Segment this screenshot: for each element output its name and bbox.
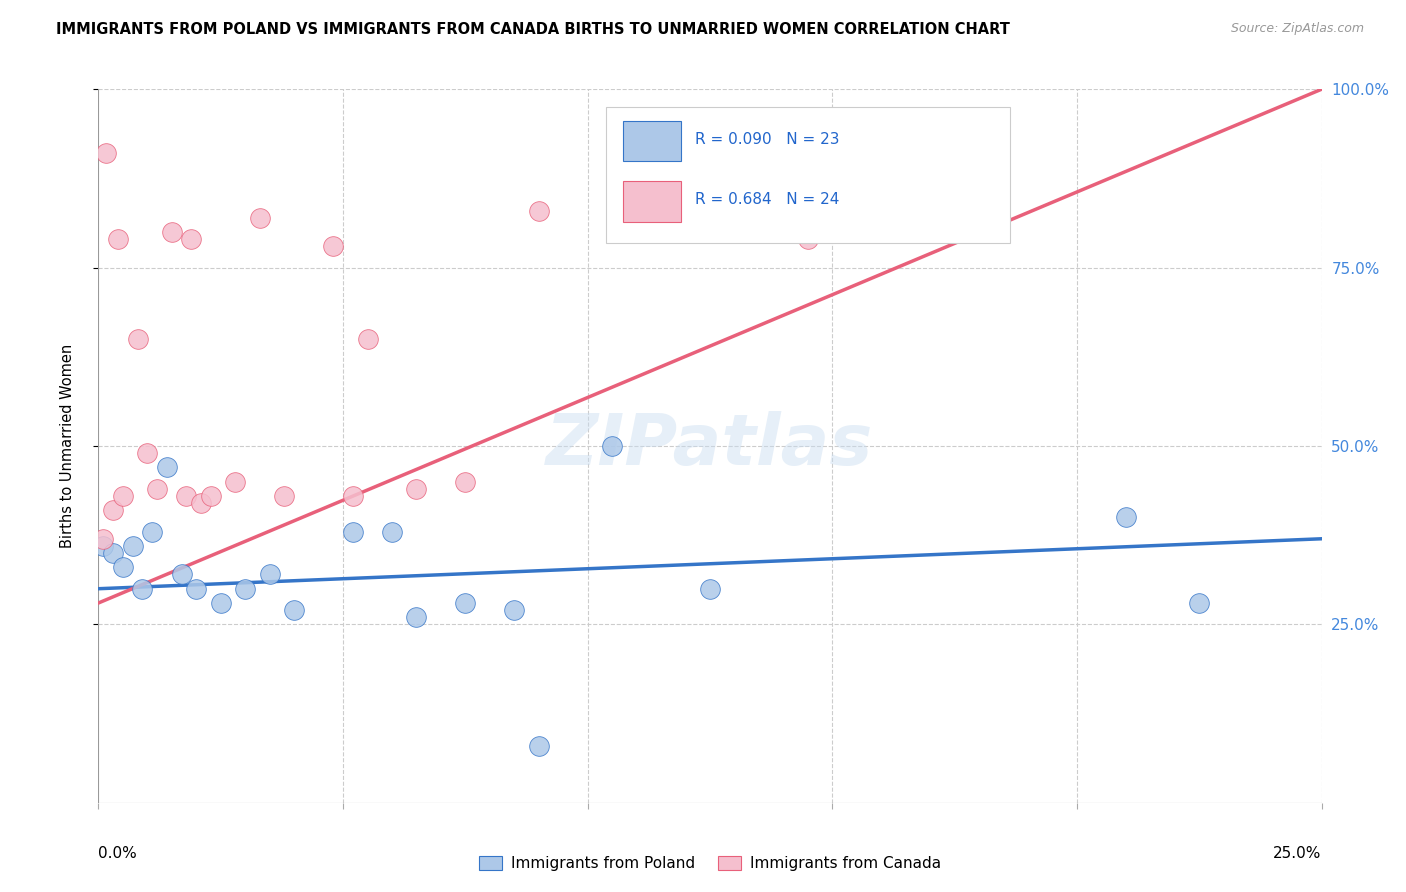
Point bbox=[111, 560, 134, 574]
Point bbox=[101, 503, 124, 517]
Point bbox=[160, 225, 183, 239]
Point bbox=[121, 539, 143, 553]
Text: R = 0.090   N = 23: R = 0.090 N = 23 bbox=[696, 132, 839, 146]
Point bbox=[356, 332, 378, 346]
Point bbox=[527, 739, 550, 753]
Point bbox=[1188, 596, 1211, 610]
Point bbox=[405, 610, 427, 624]
Point bbox=[156, 460, 179, 475]
Point bbox=[91, 532, 114, 546]
Point bbox=[200, 489, 222, 503]
Point bbox=[381, 524, 404, 539]
Point bbox=[180, 232, 202, 246]
Point bbox=[503, 603, 526, 617]
Point bbox=[322, 239, 344, 253]
Point bbox=[94, 146, 117, 161]
Point bbox=[273, 489, 295, 503]
Text: 0.0%: 0.0% bbox=[98, 846, 138, 861]
FancyBboxPatch shape bbox=[606, 107, 1010, 243]
Point bbox=[845, 225, 868, 239]
Point bbox=[176, 489, 198, 503]
FancyBboxPatch shape bbox=[623, 120, 681, 161]
Text: Source: ZipAtlas.com: Source: ZipAtlas.com bbox=[1230, 22, 1364, 36]
Point bbox=[170, 567, 193, 582]
FancyBboxPatch shape bbox=[623, 181, 681, 222]
Point bbox=[342, 489, 364, 503]
Y-axis label: Births to Unmarried Women: Births to Unmarried Women bbox=[60, 344, 75, 548]
Point bbox=[136, 446, 159, 460]
Point bbox=[141, 524, 163, 539]
Point bbox=[186, 582, 208, 596]
Point bbox=[600, 439, 623, 453]
Point bbox=[283, 603, 305, 617]
Point bbox=[233, 582, 256, 596]
Point bbox=[91, 539, 114, 553]
Point bbox=[454, 596, 477, 610]
Point bbox=[131, 582, 153, 596]
Text: R = 0.684   N = 24: R = 0.684 N = 24 bbox=[696, 193, 839, 207]
Point bbox=[209, 596, 232, 610]
Point bbox=[797, 232, 820, 246]
Text: ZIPatlas: ZIPatlas bbox=[547, 411, 873, 481]
Point bbox=[527, 203, 550, 218]
Point bbox=[1115, 510, 1137, 524]
Point bbox=[111, 489, 134, 503]
Point bbox=[101, 546, 124, 560]
Point bbox=[107, 232, 129, 246]
Legend: Immigrants from Poland, Immigrants from Canada: Immigrants from Poland, Immigrants from … bbox=[472, 850, 948, 877]
Point bbox=[249, 211, 271, 225]
Point bbox=[127, 332, 149, 346]
Point bbox=[454, 475, 477, 489]
Point bbox=[146, 482, 169, 496]
Point bbox=[224, 475, 246, 489]
Point bbox=[259, 567, 281, 582]
Point bbox=[405, 482, 427, 496]
Text: IMMIGRANTS FROM POLAND VS IMMIGRANTS FROM CANADA BIRTHS TO UNMARRIED WOMEN CORRE: IMMIGRANTS FROM POLAND VS IMMIGRANTS FRO… bbox=[56, 22, 1010, 37]
Point bbox=[342, 524, 364, 539]
Point bbox=[190, 496, 212, 510]
Point bbox=[699, 582, 721, 596]
Text: 25.0%: 25.0% bbox=[1274, 846, 1322, 861]
